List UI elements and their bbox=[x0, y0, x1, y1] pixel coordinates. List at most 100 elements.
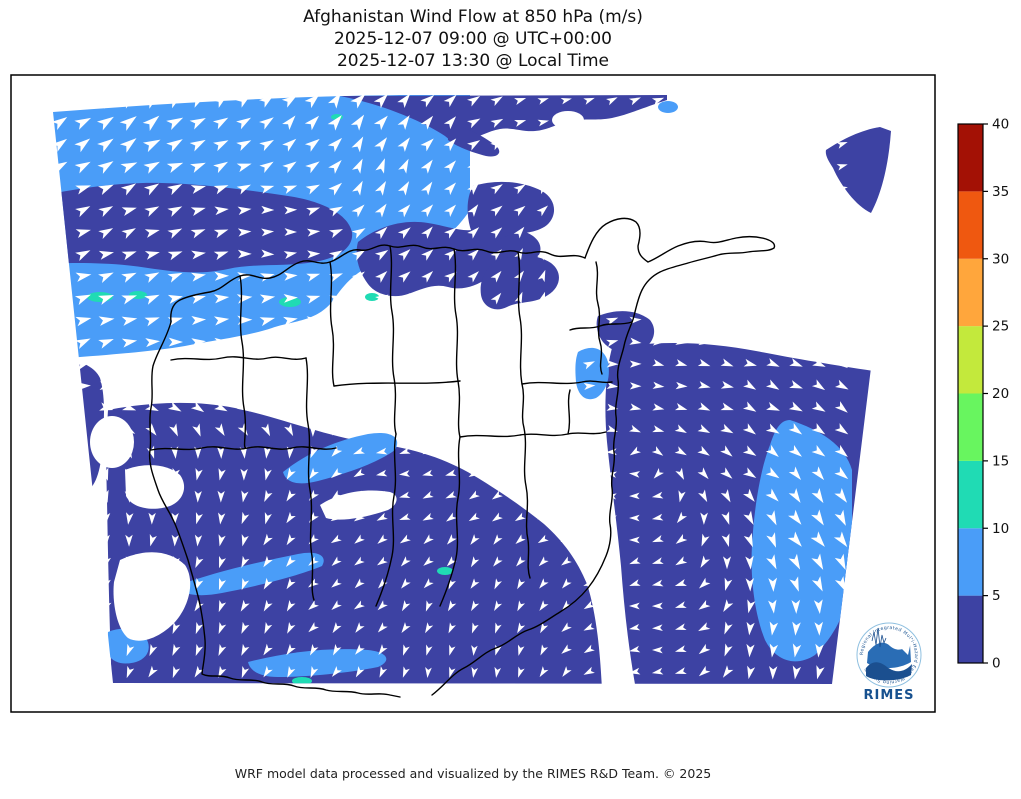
wind-arrow bbox=[378, 644, 388, 655]
wind-arrow bbox=[560, 141, 572, 150]
wind-arrow bbox=[675, 467, 685, 480]
wind-arrow bbox=[218, 665, 227, 678]
wind-arrow bbox=[241, 490, 249, 503]
fill-east-lightblue-patch bbox=[751, 420, 852, 662]
wind-arrow bbox=[308, 556, 319, 566]
wind-arrow bbox=[98, 338, 114, 349]
wind-arrow bbox=[698, 206, 711, 215]
wind-arrow bbox=[698, 489, 708, 503]
fill-north-patch-c bbox=[467, 181, 555, 243]
wind-arrow bbox=[305, 184, 320, 195]
wind-arrow bbox=[446, 556, 457, 567]
wind-arrow bbox=[674, 424, 687, 434]
wind-arrow bbox=[98, 206, 114, 217]
fresh-speck bbox=[292, 677, 312, 684]
wind-arrow bbox=[674, 141, 687, 150]
wind-arrow bbox=[743, 510, 754, 525]
wind-arrow bbox=[836, 98, 848, 105]
wind-arrow bbox=[304, 94, 320, 109]
wind-arrow bbox=[189, 95, 206, 108]
wind-arrow bbox=[724, 621, 733, 635]
wind-arrow bbox=[742, 423, 756, 435]
wind-arrow bbox=[767, 97, 780, 105]
wind-arrow bbox=[582, 426, 594, 434]
wind-arrow bbox=[676, 511, 688, 524]
fresh-speck bbox=[365, 293, 379, 301]
wind-arrow bbox=[467, 426, 480, 434]
wind-arrow bbox=[75, 250, 91, 262]
wind-arrow bbox=[306, 228, 321, 237]
colorbar-segment bbox=[958, 595, 983, 663]
wind-arrow bbox=[536, 470, 548, 478]
wind-arrow bbox=[490, 227, 503, 239]
wind-arrow bbox=[375, 382, 388, 393]
wind-arrow bbox=[675, 337, 688, 345]
wind-arrow bbox=[99, 402, 114, 411]
wind-arrow bbox=[491, 405, 504, 414]
wind-arrow bbox=[374, 226, 388, 240]
wind-arrow bbox=[423, 534, 434, 545]
wind-arrow bbox=[536, 426, 549, 434]
afghanistan-southeast-border bbox=[431, 321, 633, 696]
wind-arrow bbox=[283, 251, 298, 260]
wind-arrow bbox=[149, 578, 157, 591]
wind-arrow bbox=[263, 599, 273, 612]
wind-arrow bbox=[373, 93, 389, 109]
wind-arrow bbox=[720, 119, 734, 128]
wind-arrow bbox=[398, 315, 411, 327]
wind-arrow bbox=[96, 116, 114, 131]
wind-arrow bbox=[75, 229, 91, 239]
wind-arrow bbox=[123, 445, 132, 459]
wind-arrow bbox=[606, 579, 618, 586]
wind-arrow bbox=[743, 336, 757, 345]
wind-arrow bbox=[259, 294, 276, 304]
wind-arrow bbox=[355, 666, 365, 678]
wind-arrow bbox=[629, 424, 641, 433]
wind-arrow bbox=[353, 490, 365, 500]
wind-arrow bbox=[194, 490, 202, 503]
wind-arrow bbox=[836, 119, 848, 127]
wind-arrow bbox=[766, 336, 780, 346]
wind-arrow bbox=[120, 162, 138, 174]
wind-arrow bbox=[354, 578, 365, 589]
wind-arrow bbox=[745, 577, 754, 592]
wind-arrow bbox=[421, 292, 433, 305]
wind-arrow bbox=[352, 317, 366, 326]
wind-arrow bbox=[769, 621, 779, 636]
wind-arrow bbox=[168, 401, 182, 412]
wind-arrow bbox=[166, 162, 184, 174]
wind-arrow bbox=[652, 315, 665, 323]
wind-arrow bbox=[236, 184, 251, 195]
wind-arrow bbox=[444, 315, 457, 327]
calm-hole-5 bbox=[90, 416, 134, 468]
wind-arrow bbox=[561, 622, 572, 632]
wind-arrow bbox=[218, 600, 227, 613]
wind-arrow bbox=[790, 141, 802, 150]
wind-arrow bbox=[836, 271, 849, 280]
wind-arrow bbox=[144, 229, 160, 238]
wind-arrow bbox=[834, 401, 848, 413]
wind-arrow bbox=[376, 490, 388, 499]
wind-arrow bbox=[126, 665, 135, 679]
wind-arrow bbox=[352, 158, 363, 174]
wind-arrow bbox=[583, 537, 594, 544]
wind-arrow bbox=[583, 97, 595, 105]
wind-arrow bbox=[561, 600, 572, 611]
wind-arrow bbox=[329, 317, 344, 326]
wind-arrow bbox=[605, 206, 618, 216]
wind-arrow bbox=[213, 316, 230, 326]
wind-arrow bbox=[263, 446, 272, 459]
wind-arrow bbox=[629, 337, 642, 345]
wind-arrow bbox=[449, 666, 456, 678]
wind-arrow bbox=[515, 534, 526, 544]
wind-arrow bbox=[74, 138, 91, 153]
chart-title: Afghanistan Wind Flow at 850 hPa (m/s) bbox=[303, 7, 643, 27]
wind-arrow bbox=[420, 138, 434, 152]
wind-arrow bbox=[74, 117, 92, 130]
wind-arrow bbox=[537, 248, 547, 261]
wind-arrow bbox=[790, 228, 803, 237]
wind-arrow bbox=[606, 515, 617, 522]
footer-credit: WRF model data processed and visualized … bbox=[234, 766, 712, 781]
wind-arrow bbox=[126, 577, 135, 591]
wind-arrow bbox=[765, 467, 780, 479]
